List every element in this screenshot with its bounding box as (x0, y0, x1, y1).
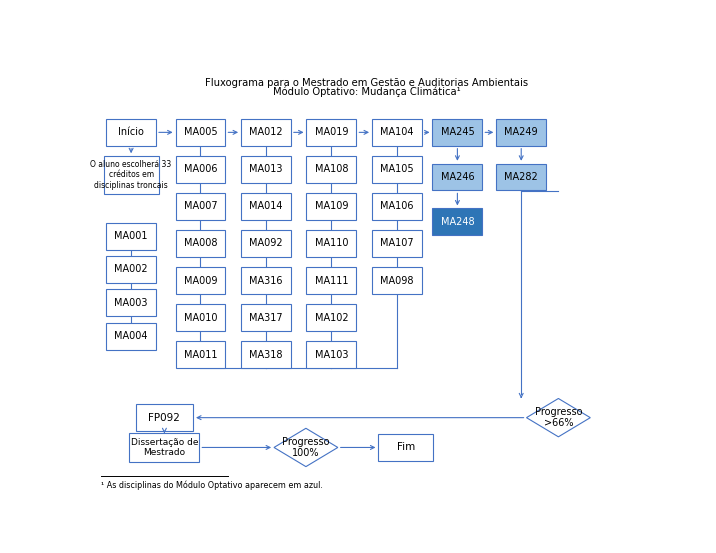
Polygon shape (274, 429, 338, 467)
FancyBboxPatch shape (306, 304, 357, 331)
Text: Módulo Optativo: Mudança Climática¹: Módulo Optativo: Mudança Climática¹ (273, 87, 461, 97)
Text: MA007: MA007 (184, 201, 217, 211)
FancyBboxPatch shape (306, 267, 357, 294)
Polygon shape (526, 399, 590, 437)
FancyBboxPatch shape (241, 156, 291, 183)
Text: Início: Início (118, 127, 144, 137)
FancyBboxPatch shape (241, 119, 291, 146)
Text: MA108: MA108 (315, 164, 348, 174)
FancyBboxPatch shape (306, 156, 357, 183)
FancyBboxPatch shape (175, 230, 226, 257)
Text: MA106: MA106 (380, 201, 414, 211)
Text: MA009: MA009 (184, 275, 217, 285)
Text: Progresso
>66%: Progresso >66% (535, 407, 582, 429)
Text: MA098: MA098 (380, 275, 414, 285)
Text: FP092: FP092 (148, 413, 180, 422)
Text: MA006: MA006 (184, 164, 217, 174)
Text: Progresso
100%: Progresso 100% (282, 437, 329, 458)
Text: MA004: MA004 (115, 331, 148, 341)
FancyBboxPatch shape (175, 156, 226, 183)
FancyBboxPatch shape (496, 164, 546, 190)
Text: MA014: MA014 (249, 201, 283, 211)
FancyBboxPatch shape (175, 193, 226, 220)
Text: MA011: MA011 (184, 349, 217, 359)
Text: ¹ As disciplinas do Módulo Optativo aparecem em azul.: ¹ As disciplinas do Módulo Optativo apar… (100, 480, 322, 490)
Text: MA246: MA246 (440, 172, 474, 182)
Text: MA019: MA019 (315, 127, 348, 137)
Text: MA010: MA010 (184, 312, 217, 322)
Text: MA102: MA102 (314, 312, 348, 322)
Text: MA249: MA249 (504, 127, 538, 137)
FancyBboxPatch shape (372, 230, 422, 257)
Text: MA109: MA109 (315, 201, 348, 211)
FancyBboxPatch shape (106, 119, 156, 146)
Text: MA003: MA003 (115, 298, 148, 308)
FancyBboxPatch shape (130, 434, 199, 462)
FancyBboxPatch shape (432, 208, 483, 235)
Text: MA105: MA105 (380, 164, 414, 174)
Text: MA110: MA110 (315, 238, 348, 248)
FancyBboxPatch shape (106, 223, 156, 249)
Text: MA318: MA318 (249, 349, 283, 359)
Text: Dissertação de
Mestrado: Dissertação de Mestrado (130, 438, 198, 457)
Text: MA002: MA002 (115, 264, 148, 274)
FancyBboxPatch shape (106, 256, 156, 283)
FancyBboxPatch shape (306, 230, 357, 257)
FancyBboxPatch shape (372, 119, 422, 146)
FancyBboxPatch shape (241, 193, 291, 220)
FancyBboxPatch shape (106, 323, 156, 349)
Text: MA103: MA103 (315, 349, 348, 359)
FancyBboxPatch shape (106, 289, 156, 316)
Text: Fim: Fim (397, 442, 415, 452)
FancyBboxPatch shape (372, 156, 422, 183)
Text: O aluno escolherá 33
créditos em
disciplinas troncais: O aluno escolherá 33 créditos em discipl… (90, 160, 172, 190)
Text: MA012: MA012 (249, 127, 283, 137)
Text: MA248: MA248 (440, 217, 474, 227)
FancyBboxPatch shape (241, 267, 291, 294)
Text: MA245: MA245 (440, 127, 474, 137)
FancyBboxPatch shape (306, 341, 357, 368)
FancyBboxPatch shape (432, 164, 483, 190)
Text: MA008: MA008 (184, 238, 217, 248)
FancyBboxPatch shape (175, 304, 226, 331)
FancyBboxPatch shape (104, 156, 158, 194)
Text: MA092: MA092 (249, 238, 283, 248)
FancyBboxPatch shape (175, 341, 226, 368)
Text: MA107: MA107 (380, 238, 414, 248)
FancyBboxPatch shape (496, 119, 546, 146)
FancyBboxPatch shape (175, 119, 226, 146)
FancyBboxPatch shape (378, 434, 433, 461)
FancyBboxPatch shape (136, 404, 193, 431)
Text: MA104: MA104 (380, 127, 414, 137)
FancyBboxPatch shape (241, 304, 291, 331)
FancyBboxPatch shape (241, 230, 291, 257)
FancyBboxPatch shape (372, 267, 422, 294)
FancyBboxPatch shape (175, 267, 226, 294)
Text: Fluxograma para o Mestrado em Gestão e Auditorias Ambientais: Fluxograma para o Mestrado em Gestão e A… (205, 77, 528, 87)
FancyBboxPatch shape (306, 119, 357, 146)
FancyBboxPatch shape (372, 193, 422, 220)
Text: MA005: MA005 (184, 127, 217, 137)
Text: MA111: MA111 (315, 275, 348, 285)
Text: MA316: MA316 (249, 275, 283, 285)
FancyBboxPatch shape (241, 341, 291, 368)
FancyBboxPatch shape (306, 193, 357, 220)
Text: MA001: MA001 (115, 231, 148, 241)
FancyBboxPatch shape (432, 119, 483, 146)
Text: MA013: MA013 (249, 164, 283, 174)
Text: MA317: MA317 (249, 312, 283, 322)
Text: MA282: MA282 (504, 172, 538, 182)
